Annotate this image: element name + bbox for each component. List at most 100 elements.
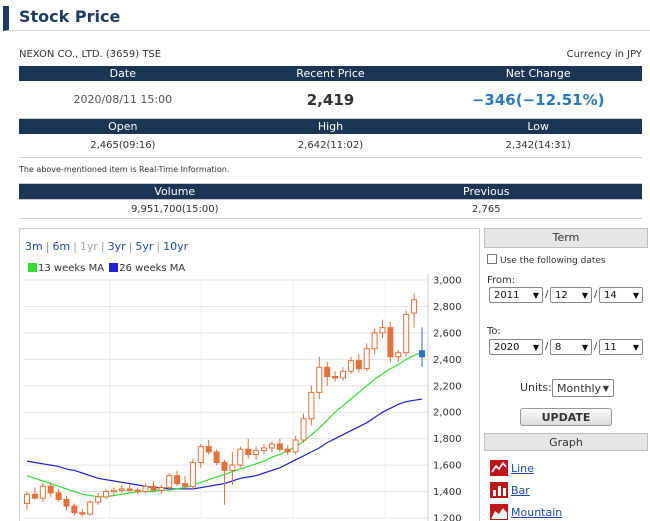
candle-body [388, 328, 393, 357]
y-tick-label: 2,000 [433, 408, 462, 419]
candle-body [246, 449, 251, 454]
candle-body [151, 486, 156, 490]
chevron-down-icon: ▼ [533, 340, 539, 356]
candle-body [420, 351, 425, 357]
candle-body [96, 497, 101, 502]
candle-body [190, 462, 195, 486]
quote-table: Date Recent Price Net Change 2020/08/11 … [19, 66, 642, 119]
chevron-down-icon: ▼ [533, 288, 539, 304]
candle-body [183, 484, 188, 487]
update-button[interactable]: UPDATE [520, 408, 612, 426]
previous-header: Previous [331, 184, 643, 200]
to-year-select[interactable]: 2020 ▼ [489, 339, 543, 355]
to-year-value: 2020 [494, 342, 519, 353]
y-tick-label: 1,600 [433, 461, 462, 472]
units-select[interactable]: Monthly▼ [552, 379, 614, 397]
date-slash: / [545, 341, 548, 352]
units-label: Units: [520, 381, 552, 394]
candle-body [317, 367, 322, 392]
volume-table: Volume Previous 9,951,700(15:00) 2,765 [19, 183, 642, 219]
previous-value: 2,765 [331, 200, 643, 219]
high-value: 2,642(11:02) [227, 134, 435, 158]
y-tick-label: 2,400 [433, 355, 462, 366]
page-title: Stock Price [9, 6, 650, 28]
candle-body [40, 486, 45, 498]
from-year-select[interactable]: 2011▼ [489, 287, 543, 303]
to-day-select[interactable]: 11▼ [599, 339, 643, 355]
candle-body [301, 419, 306, 440]
use-dates-checkbox[interactable] [487, 254, 497, 264]
from-day-value: 14 [604, 290, 617, 301]
candle-body [198, 447, 203, 463]
candle-body [222, 462, 227, 470]
candle-body [206, 447, 211, 452]
low-value: 2,342(14:31) [434, 134, 642, 158]
chevron-down-icon: ▼ [582, 288, 588, 304]
chevron-down-icon: ▼ [633, 340, 639, 356]
graph-link-line[interactable]: Line [490, 460, 534, 476]
candle-body [159, 488, 164, 491]
candle-body [396, 353, 401, 357]
currency-label: Currency in JPY [567, 49, 642, 60]
candle-body [269, 444, 274, 448]
candle-body [309, 392, 314, 418]
from-label: From: [487, 275, 515, 286]
company-name: NEXON CO., LTD. (3659) TSE [19, 49, 161, 60]
candle-body [32, 494, 37, 498]
open-header: Open [19, 119, 227, 134]
candle-body [25, 494, 30, 503]
y-tick-label: 2,200 [433, 381, 462, 392]
candle-body [88, 502, 93, 514]
chevron-down-icon: ▼ [582, 340, 588, 356]
from-month-value: 12 [555, 290, 568, 301]
to-month-value: 8 [555, 342, 561, 353]
recent-price-header: Recent Price [227, 66, 435, 81]
from-day-select[interactable]: 14 ▼ [599, 287, 643, 303]
y-tick-label: 2,800 [433, 302, 462, 313]
use-dates-row[interactable]: Use the following dates [487, 254, 606, 266]
candle-body [175, 476, 180, 484]
candle-body [333, 377, 338, 379]
chevron-down-icon: ▼ [633, 288, 639, 304]
date-slash: / [594, 341, 597, 352]
bar-chart-icon [490, 482, 508, 498]
candle-body [238, 449, 243, 465]
ohl-table: Open High Low 2,465(09:16) 2,642(11:02) … [19, 119, 642, 158]
to-month-select[interactable]: 8▼ [550, 339, 592, 355]
y-tick-label: 2,600 [433, 328, 462, 339]
low-header: Low [434, 119, 642, 134]
candle-body [56, 493, 61, 500]
stock-chart: 1,2001,4001,6001,8002,0002,2002,4002,600… [20, 229, 479, 521]
y-tick-label: 1,800 [433, 434, 462, 445]
from-month-select[interactable]: 12 ▼ [550, 287, 592, 303]
chevron-down-icon: ▼ [603, 380, 609, 397]
graph-link-mountain[interactable]: Mountain [490, 504, 562, 520]
date-slash: / [594, 289, 597, 300]
graph-link-bar[interactable]: Bar [490, 482, 530, 498]
candle-body [356, 361, 361, 369]
candle-body [127, 489, 132, 491]
y-tick-label: 1,400 [433, 487, 462, 498]
date-header: Date [19, 66, 227, 81]
candle-body [364, 349, 369, 369]
to-label: To: [487, 326, 501, 337]
candle-body [293, 440, 298, 452]
candle-body [372, 333, 377, 349]
y-tick-label: 3,000 [433, 276, 462, 287]
candle-body [104, 492, 109, 497]
volume-value: 9,951,700(15:00) [19, 200, 331, 219]
term-header: Term [484, 228, 648, 248]
candle-body [80, 513, 85, 515]
recent-price: 2,419 [227, 81, 435, 119]
candle-body [167, 476, 172, 488]
candle-body [135, 490, 140, 492]
candle-body [254, 451, 259, 455]
candle-body [277, 444, 282, 449]
candle-body [412, 300, 417, 313]
candle-body [380, 328, 385, 333]
term-panel: Term Use the following dates From: 2011▼… [484, 228, 648, 520]
graph-link-line-label: Line [511, 462, 534, 475]
realtime-note: The above-mentioned item is Real-Time In… [19, 165, 229, 174]
candle-body [214, 452, 219, 463]
candle-body [72, 506, 77, 513]
